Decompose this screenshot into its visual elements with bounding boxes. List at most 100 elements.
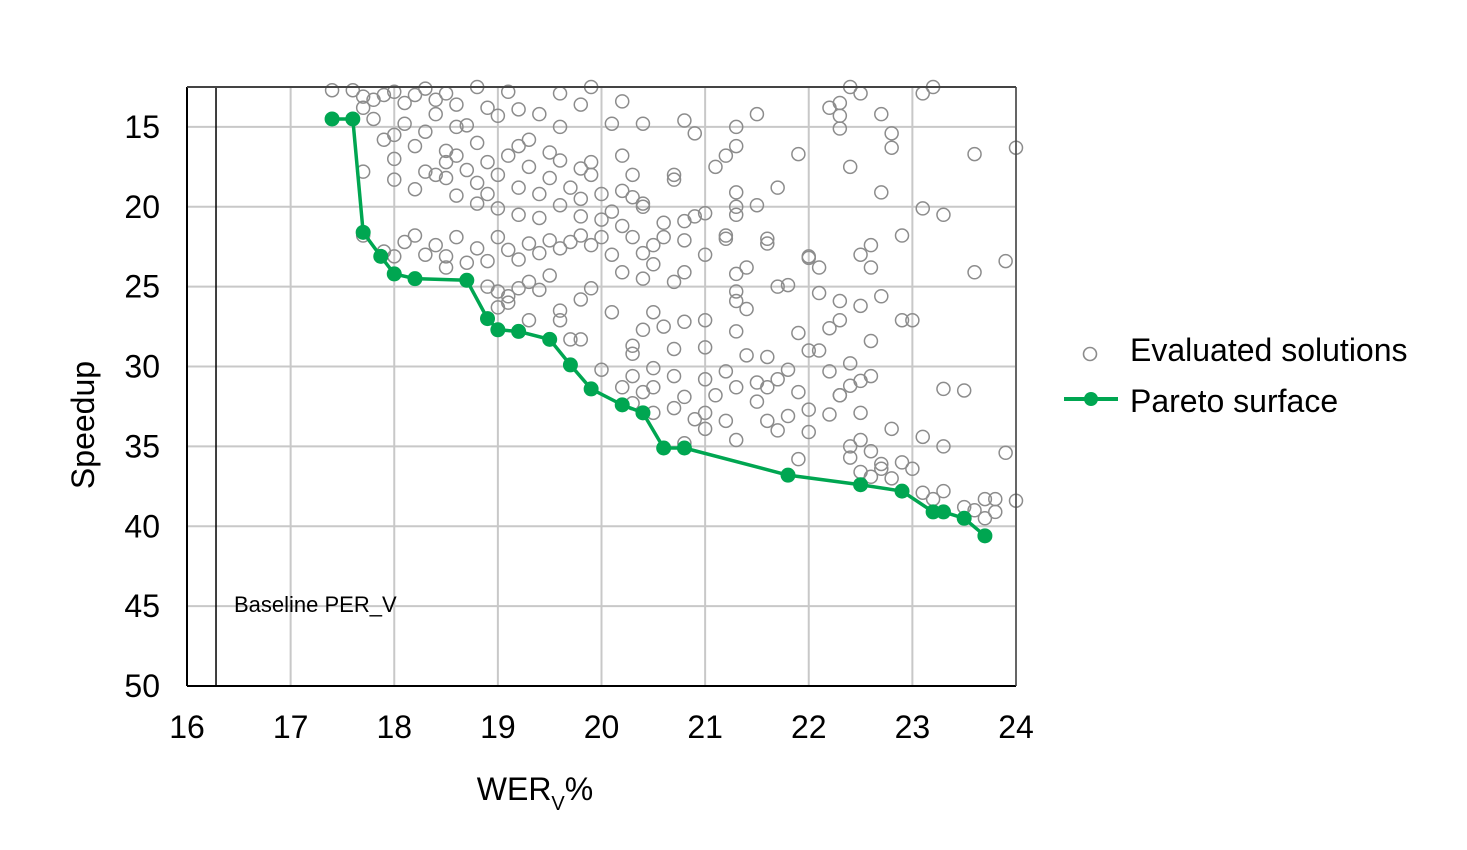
pareto-point: [542, 331, 558, 347]
y-tick-label: 35: [124, 428, 160, 464]
evaluated-point: [449, 188, 464, 203]
evaluated-point: [842, 450, 858, 465]
evaluated-point: [355, 89, 371, 104]
evaluated-point: [728, 324, 744, 339]
evaluated-point: [874, 289, 889, 304]
evaluated-point: [625, 368, 640, 384]
evaluated-point: [760, 349, 775, 365]
evaluated-point: [511, 102, 526, 117]
evaluated-point: [532, 282, 547, 298]
evaluated-point: [708, 159, 723, 175]
evaluated-point: [573, 332, 589, 347]
evaluated-point: [418, 81, 433, 96]
x-axis-title: WERV%: [477, 771, 593, 815]
evaluated-point: [614, 218, 630, 234]
evaluated-point: [490, 201, 506, 216]
y-tick-label: 20: [124, 189, 160, 225]
evaluated-point: [407, 181, 423, 197]
evaluated-point: [573, 97, 589, 112]
evaluated-point: [842, 439, 858, 454]
evaluated-point: [635, 322, 651, 338]
evaluated-point: [521, 132, 537, 147]
evaluated-point: [853, 247, 868, 262]
evaluated-point: [842, 356, 858, 371]
evaluated-point: [801, 402, 816, 417]
pareto-point: [386, 266, 402, 282]
evaluated-point: [469, 196, 485, 211]
evaluated-point: [863, 237, 879, 253]
evaluated-point: [397, 95, 412, 111]
evaluated-point: [770, 180, 785, 195]
evaluated-point: [760, 236, 775, 251]
evaluated-point: [656, 319, 671, 334]
evaluated-point: [874, 456, 889, 472]
evaluated-point: [728, 207, 744, 223]
evaluated-point: [718, 228, 734, 243]
evaluated-point: [387, 84, 402, 100]
evaluated-point: [728, 119, 744, 135]
evaluated-point: [874, 185, 889, 200]
evaluated-point: [832, 121, 848, 136]
pareto-point: [583, 381, 599, 397]
evaluated-point: [407, 228, 423, 243]
evaluated-point: [469, 241, 485, 256]
evaluated-point: [521, 274, 537, 290]
x-tick-label: 21: [687, 709, 723, 745]
evaluated-point: [936, 483, 951, 499]
evaluated-point: [749, 394, 765, 409]
evaluated-point: [573, 161, 589, 176]
evaluated-point: [480, 186, 495, 202]
evaluated-point: [780, 408, 796, 424]
evaluated-point: [801, 250, 816, 266]
evaluated-point: [708, 388, 723, 403]
evaluated-point: [801, 343, 816, 358]
evaluated-point: [646, 237, 661, 253]
evaluated-point: [563, 180, 578, 195]
evaluated-point: [988, 504, 1003, 520]
pareto-point: [977, 528, 993, 544]
evaluated-point: [697, 247, 713, 262]
evaluated-point: [905, 312, 920, 328]
evaluated-point: [666, 167, 682, 183]
evaluated-point: [791, 384, 806, 400]
evaluated-point: [552, 153, 568, 168]
evaluated-point: [459, 118, 475, 133]
evaluated-point: [449, 148, 464, 163]
evaluated-point: [687, 209, 703, 224]
evaluated-point: [428, 237, 443, 253]
evaluated-point: [697, 340, 713, 355]
evaluated-point: [646, 360, 661, 376]
x-tick-label: 16: [169, 709, 205, 745]
evaluated-point: [760, 231, 775, 246]
legend: Evaluated solutions Pareto surface: [1064, 332, 1408, 419]
evaluated-point: [956, 383, 972, 398]
evaluated-point: [677, 113, 692, 128]
evaluated-point: [583, 167, 599, 183]
evaluated-point: [894, 228, 910, 243]
evaluated-point: [500, 295, 516, 310]
evaluated-point: [490, 108, 506, 124]
evaluated-point: [822, 320, 837, 336]
evaluated-point: [998, 445, 1013, 461]
evaluated-point: [718, 231, 734, 246]
pareto-point: [853, 477, 869, 493]
evaluated-point: [739, 301, 754, 317]
evaluated-point: [791, 325, 806, 341]
evaluated-point: [677, 233, 692, 248]
evaluated-point: [936, 439, 951, 454]
evaluated-point: [563, 332, 578, 347]
evaluated-point: [666, 172, 682, 187]
evaluated-point: [604, 247, 620, 262]
evaluated-point: [418, 247, 433, 262]
y-tick-label: 45: [124, 588, 160, 624]
evaluated-point: [666, 400, 682, 416]
pareto-point: [925, 504, 941, 520]
evaluated-point: [552, 312, 568, 328]
evaluated-point: [936, 207, 951, 223]
evaluated-point: [552, 86, 568, 101]
evaluated-point: [594, 212, 609, 227]
evaluated-point: [728, 284, 744, 299]
evaluated-point: [635, 271, 651, 286]
evaluated-point: [936, 381, 951, 397]
evaluated-point: [832, 312, 848, 328]
